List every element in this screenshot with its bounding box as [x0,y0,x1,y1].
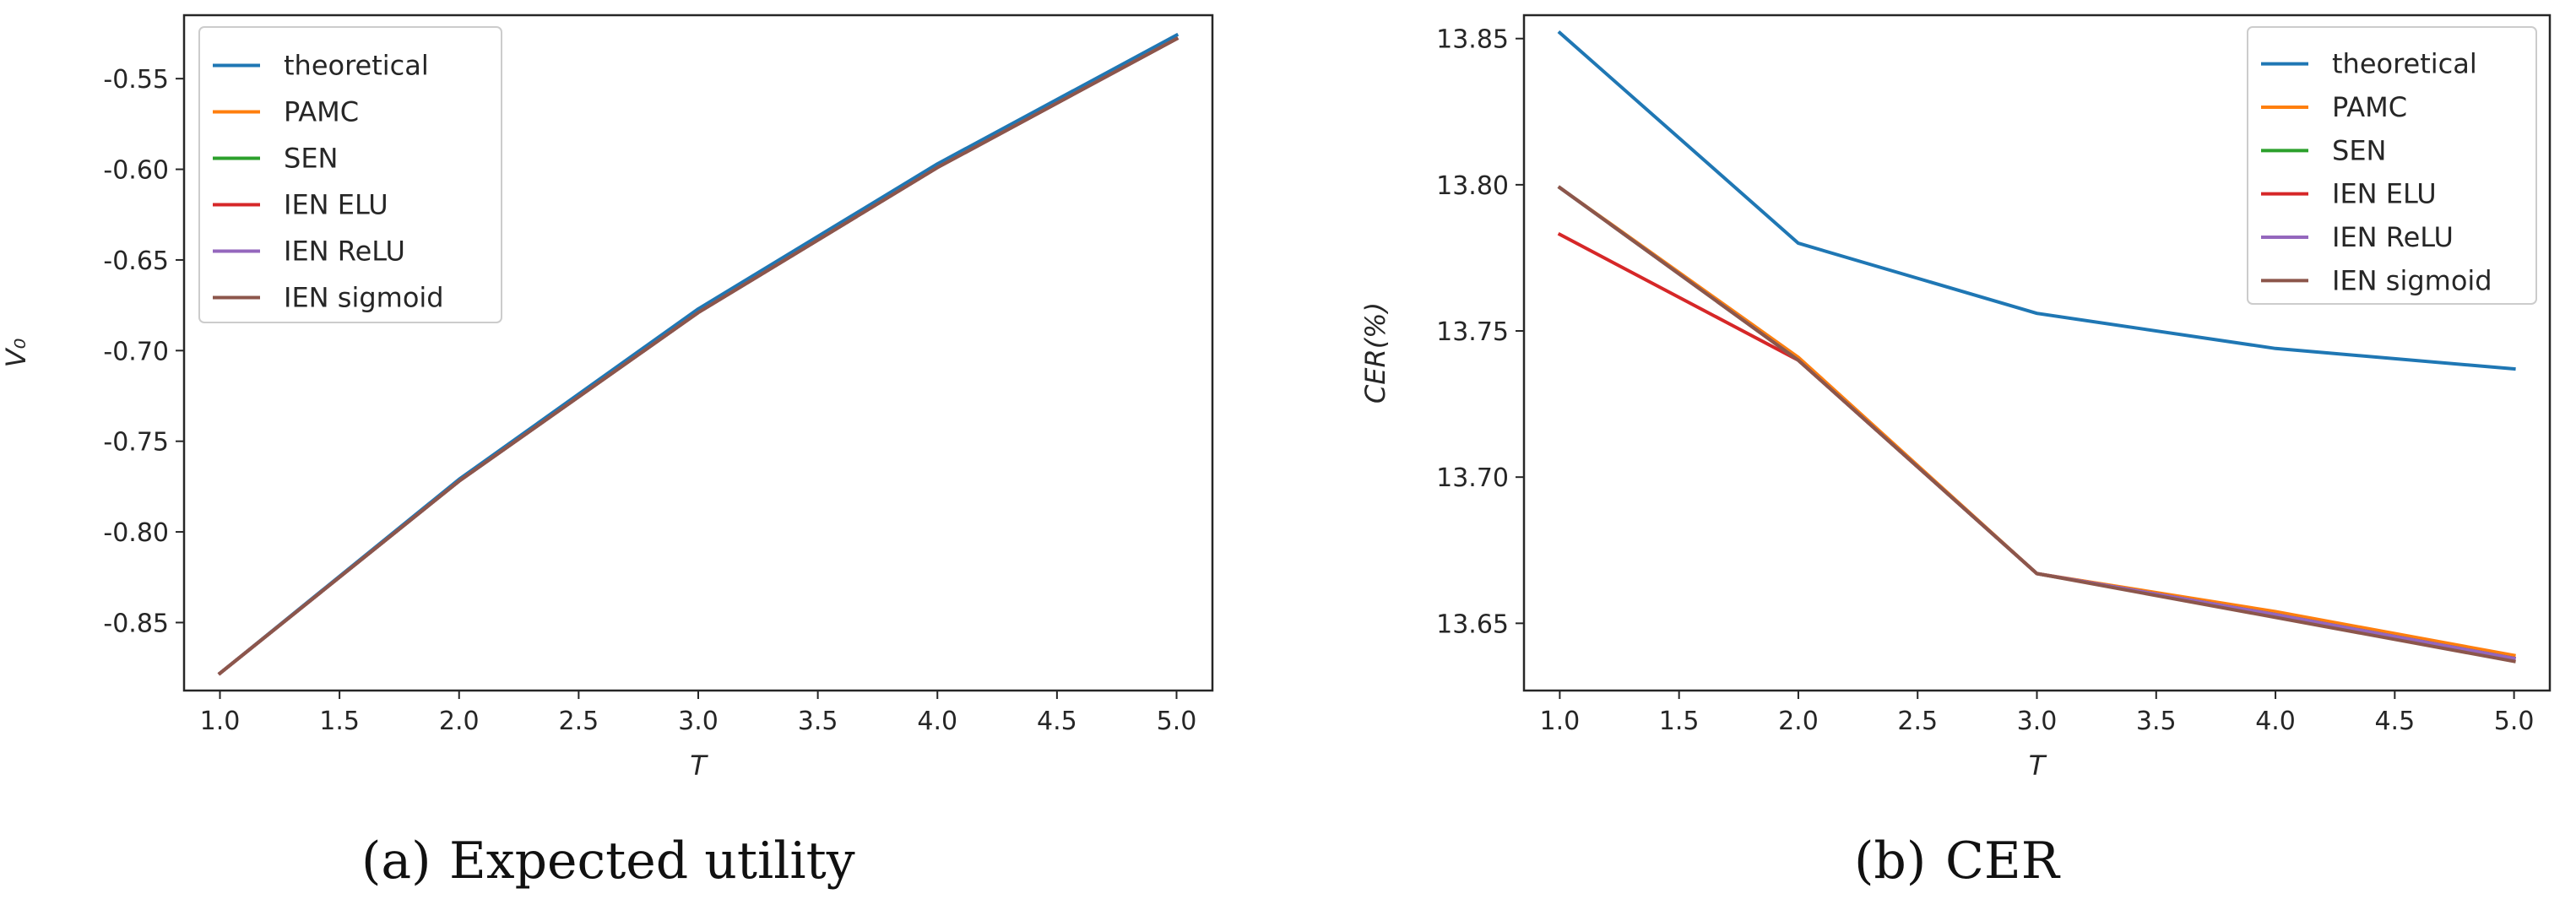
legend-box [198,26,502,323]
caption-tag: (a) [361,832,431,891]
legend-label: IEN ReLU [2332,221,2454,253]
y-tick-label: -0.65 [103,247,169,276]
x-tick-label: 5.0 [1157,707,1197,736]
x-tick-label: 2.5 [559,707,599,736]
y-tick-label: -0.75 [103,428,169,458]
x-axis-label: T [2029,750,2047,782]
legend: theoretical PAMC SEN IEN ELU IEN ReLU IEN sig… [2247,26,2537,305]
y-tick-label: -0.70 [103,337,169,366]
x-tick-label: 1.0 [1540,707,1581,736]
plot-frame [1522,14,2552,692]
x-tick-label: 1.0 [200,707,241,736]
y-axis-label: CER(%) [1359,302,1391,404]
legend-label: theoretical [284,50,429,82]
legend-label: SEN [284,143,338,175]
legend-label: theoretical [2332,48,2477,80]
y-tick-label: 13.70 [1436,463,1509,493]
y-tick-label: -0.55 [103,65,169,95]
legend-label: IEN ELU [284,189,388,221]
y-tick-label: -0.80 [103,518,169,548]
legend-label: PAMC [2332,91,2407,123]
x-tick-label: 5.0 [2494,707,2535,736]
legend: theoretical PAMC SEN IEN ELU IEN ReLU IEN sig… [198,26,502,323]
legend-label: PAMC [284,96,359,128]
x-tick-label: 1.5 [319,707,360,736]
plot-frame [182,14,1214,692]
legend-label: IEN sigmoid [284,282,444,314]
x-tick-label: 4.0 [2255,707,2296,736]
series-line-ien-sigmoid [217,36,1180,676]
x-tick-label: 3.5 [798,707,838,736]
legend-label: IEN ReLU [284,236,405,268]
y-axis-label: V₀ [0,338,32,367]
series-line-theoretical [1557,30,2516,371]
x-tick-label: 2.0 [439,707,480,736]
x-tick-label: 3.0 [678,707,719,736]
x-axis-label: T [690,750,708,782]
caption-text: Expected utility [449,832,855,891]
y-tick-label: 13.75 [1436,317,1509,347]
x-tick-label: 4.5 [2374,707,2415,736]
x-tick-label: 1.5 [1659,707,1700,736]
caption-text: CER [1945,832,2061,891]
x-tick-label: 3.0 [2017,707,2058,736]
y-tick-label: -0.85 [103,609,169,638]
caption-tag: (b) [1854,832,1926,891]
y-tick-label: 13.85 [1436,25,1509,55]
x-tick-label: 2.5 [1897,707,1938,736]
x-tick-label: 2.0 [1778,707,1819,736]
legend-label: IEN sigmoid [2332,264,2492,296]
legend-box [2247,26,2537,305]
x-tick-label: 4.0 [917,707,957,736]
x-tick-label: 4.5 [1037,707,1077,736]
chart-expected-utility: 1.0 1.5 2.0 2.5 3.0 3.5 4.0 4.5 5.0 -0.85 -0.80 -0.… [0,14,1214,891]
series-line-ien-sigmoid [1557,185,2516,664]
y-tick-label: 13.80 [1436,171,1509,201]
y-tick-label: -0.60 [103,156,169,186]
y-tick-label: 13.65 [1436,609,1509,639]
chart-cer: 1.0 1.5 2.0 2.5 3.0 3.5 4.0 4.5 5.0 13.65 13.70 13.… [1359,14,2552,891]
x-tick-label: 3.5 [2136,707,2177,736]
legend-label: SEN [2332,134,2386,166]
legend-label: IEN ELU [2332,178,2437,210]
